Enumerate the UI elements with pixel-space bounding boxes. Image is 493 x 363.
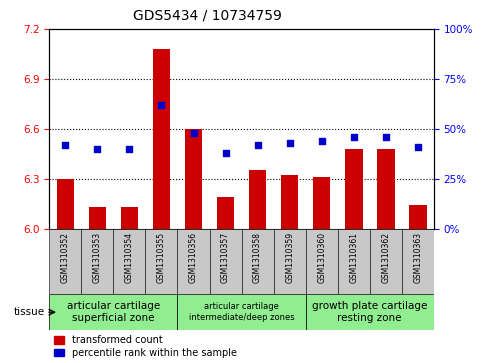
- Bar: [145, 229, 177, 294]
- Bar: [409, 205, 426, 229]
- Bar: [210, 229, 242, 294]
- Point: [317, 138, 325, 144]
- Bar: [281, 175, 298, 229]
- Bar: [370, 229, 402, 294]
- Bar: [306, 294, 434, 330]
- Text: GSM1310358: GSM1310358: [253, 232, 262, 283]
- Text: articular cartilage
intermediate/deep zones: articular cartilage intermediate/deep zo…: [189, 302, 294, 322]
- Point: [350, 134, 357, 140]
- Text: GSM1310354: GSM1310354: [125, 232, 134, 283]
- Bar: [338, 229, 370, 294]
- Point: [61, 142, 69, 148]
- Bar: [49, 294, 177, 330]
- Point: [221, 150, 229, 156]
- Bar: [177, 229, 210, 294]
- Bar: [345, 149, 362, 229]
- Bar: [121, 207, 138, 229]
- Bar: [217, 197, 234, 229]
- Point: [125, 146, 133, 152]
- Bar: [377, 149, 394, 229]
- Bar: [306, 229, 338, 294]
- Bar: [153, 49, 170, 229]
- Text: articular cartilage
superficial zone: articular cartilage superficial zone: [67, 301, 160, 323]
- Text: GSM1310353: GSM1310353: [93, 232, 102, 283]
- Text: GSM1310356: GSM1310356: [189, 232, 198, 283]
- Point: [94, 146, 102, 152]
- Bar: [89, 207, 106, 229]
- Bar: [402, 229, 434, 294]
- Text: GSM1310355: GSM1310355: [157, 232, 166, 283]
- Text: tissue: tissue: [13, 307, 44, 317]
- Bar: [242, 229, 274, 294]
- Bar: [49, 229, 81, 294]
- Text: GSM1310360: GSM1310360: [317, 232, 326, 283]
- Point: [189, 130, 197, 136]
- Text: GSM1310352: GSM1310352: [61, 232, 70, 283]
- Text: GSM1310361: GSM1310361: [349, 232, 358, 283]
- Text: GSM1310362: GSM1310362: [381, 232, 390, 283]
- Legend: transformed count, percentile rank within the sample: transformed count, percentile rank withi…: [54, 335, 237, 358]
- Bar: [249, 171, 266, 229]
- Text: GSM1310359: GSM1310359: [285, 232, 294, 283]
- Text: growth plate cartilage
resting zone: growth plate cartilage resting zone: [312, 301, 427, 323]
- Point: [253, 142, 261, 148]
- Text: GSM1310357: GSM1310357: [221, 232, 230, 283]
- Bar: [57, 179, 74, 229]
- Point: [382, 134, 389, 140]
- Bar: [313, 177, 330, 229]
- Point: [286, 140, 294, 146]
- Text: GSM1310363: GSM1310363: [413, 232, 423, 283]
- Point: [157, 102, 165, 108]
- Bar: [274, 229, 306, 294]
- Bar: [185, 129, 202, 229]
- Point: [414, 144, 422, 150]
- Bar: [177, 294, 306, 330]
- Bar: [113, 229, 145, 294]
- Bar: [81, 229, 113, 294]
- Text: GDS5434 / 10734759: GDS5434 / 10734759: [133, 9, 282, 23]
